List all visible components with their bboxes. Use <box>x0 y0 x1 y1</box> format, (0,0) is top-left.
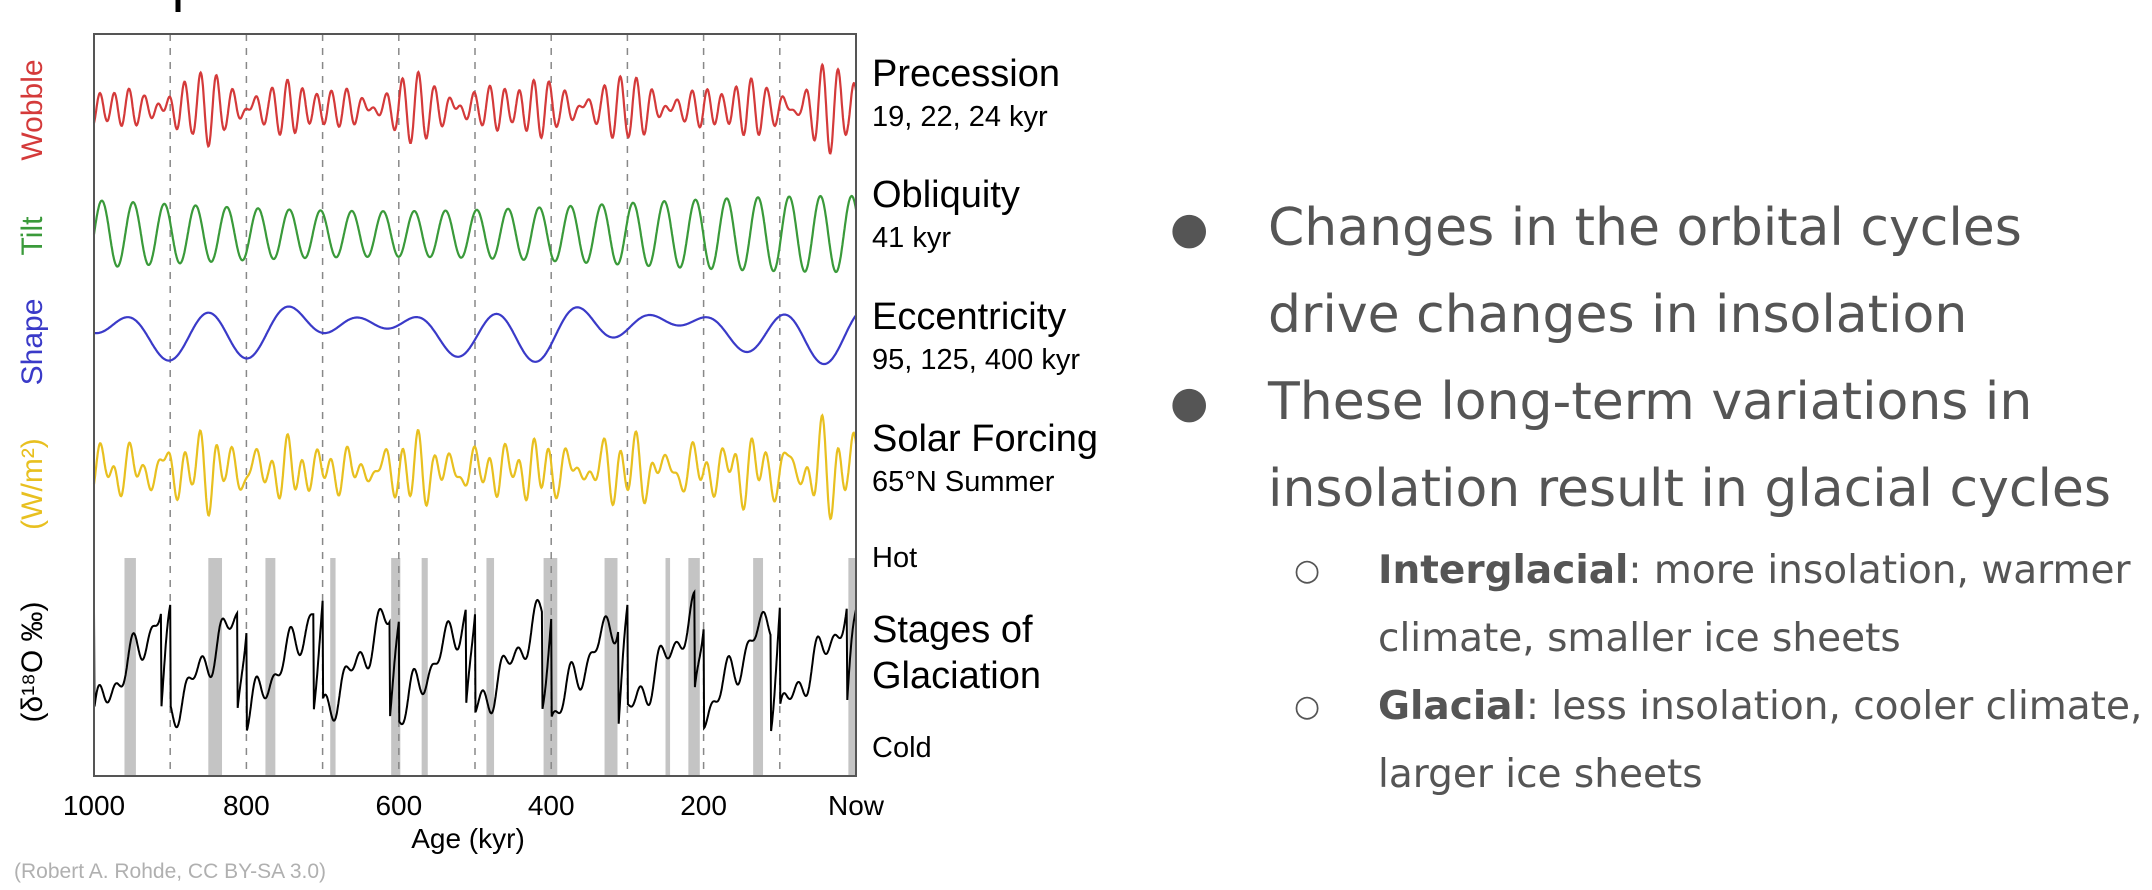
bullet-item: ● Changes in the orbital cycles drive cha… <box>1170 185 2150 359</box>
bullet-dot-icon: ● <box>1170 377 1209 428</box>
solar-forcing-subtitle: 65°N Summer <box>872 466 1055 498</box>
x-tick-label: 1000 <box>63 790 125 821</box>
solar-forcing-curve <box>92 413 858 521</box>
bullet-text: These long-term variations in insolation… <box>1268 372 2112 519</box>
d18o-label: (δ¹⁸O ‰) <box>16 602 49 723</box>
hot-label: Hot <box>872 542 917 574</box>
eccentricity-curve <box>93 305 857 366</box>
interglacial-band <box>486 558 495 776</box>
orbital-cycles-chart: Precession 19, 22, 24 kyr Obliquity 41 k… <box>14 0 1098 883</box>
bullet-dot-icon: ● <box>1170 203 1209 254</box>
interglacial-band <box>543 558 558 776</box>
precession-subtitle: 19, 22, 24 kyr <box>872 101 1048 133</box>
solar-forcing-title: Solar Forcing <box>872 418 1098 460</box>
sub-bullet-item: ○ Interglacial: more insolation, warmer c… <box>1170 537 2150 673</box>
sub-bullet-text: : less insolation, cooler climate, large… <box>1378 684 2143 797</box>
interglacial-band <box>330 558 336 776</box>
x-tick-label: 200 <box>680 790 727 821</box>
plot-frame <box>93 33 857 777</box>
precession-title: Precession <box>872 53 1060 95</box>
bullet-ring-icon: ○ <box>1294 553 1321 588</box>
tilt-label: Tilt <box>16 216 49 256</box>
interglacial-band <box>124 558 136 776</box>
bullet-text: Changes in the orbital cycles drive chan… <box>1268 198 2022 345</box>
x-tick-labels: 1000 800 600 400 200 Now <box>63 790 885 821</box>
interglacial-band <box>604 558 618 776</box>
eccentricity-subtitle: 95, 125, 400 kyr <box>872 344 1080 376</box>
sub-bullet-term: Interglacial <box>1378 548 1629 593</box>
x-tick-label: 400 <box>528 790 575 821</box>
interglacial-band <box>265 558 276 776</box>
bullet-item: ● These long-term variations in insolatio… <box>1170 359 2150 533</box>
cycle-curves <box>92 62 858 732</box>
wobble-label: Wobble <box>16 59 49 160</box>
precession-curve <box>92 62 858 155</box>
interglacial-band <box>848 558 856 776</box>
image-credit: (Robert A. Rohde, CC BY-SA 3.0) <box>14 860 326 883</box>
bullet-list: ● Changes in the orbital cycles drive cha… <box>1170 185 2150 809</box>
obliquity-curve <box>92 194 858 274</box>
sub-bullet-item: ○ Glacial: less insolation, cooler climat… <box>1170 673 2150 809</box>
interglacial-band <box>753 558 764 776</box>
eccentricity-title: Eccentricity <box>872 296 1066 338</box>
obliquity-subtitle: 41 kyr <box>872 222 951 254</box>
bullet-ring-icon: ○ <box>1294 689 1321 724</box>
x-tick-label: Now <box>828 790 885 821</box>
sub-bullet-term: Glacial <box>1378 684 1526 729</box>
wm2-label: (W/m²) <box>16 438 49 530</box>
glaciation-curve <box>93 589 857 732</box>
x-tick-label: 600 <box>375 790 422 821</box>
interglacial-bands <box>124 558 856 776</box>
interglacial-band <box>665 558 671 776</box>
sub-bullet-text: : more insolation, warmer climate, small… <box>1378 548 2131 661</box>
interglacial-band <box>421 558 428 776</box>
glaciation-title: Stages of Glaciation <box>872 609 1041 697</box>
interglacial-band <box>391 558 401 776</box>
obliquity-title: Obliquity <box>872 174 1020 216</box>
x-axis-title: Age (kyr) <box>411 823 525 854</box>
shape-label: Shape <box>16 299 49 386</box>
cold-label: Cold <box>872 732 932 764</box>
interglacial-band <box>208 558 223 776</box>
x-tick-label: 800 <box>223 790 270 821</box>
